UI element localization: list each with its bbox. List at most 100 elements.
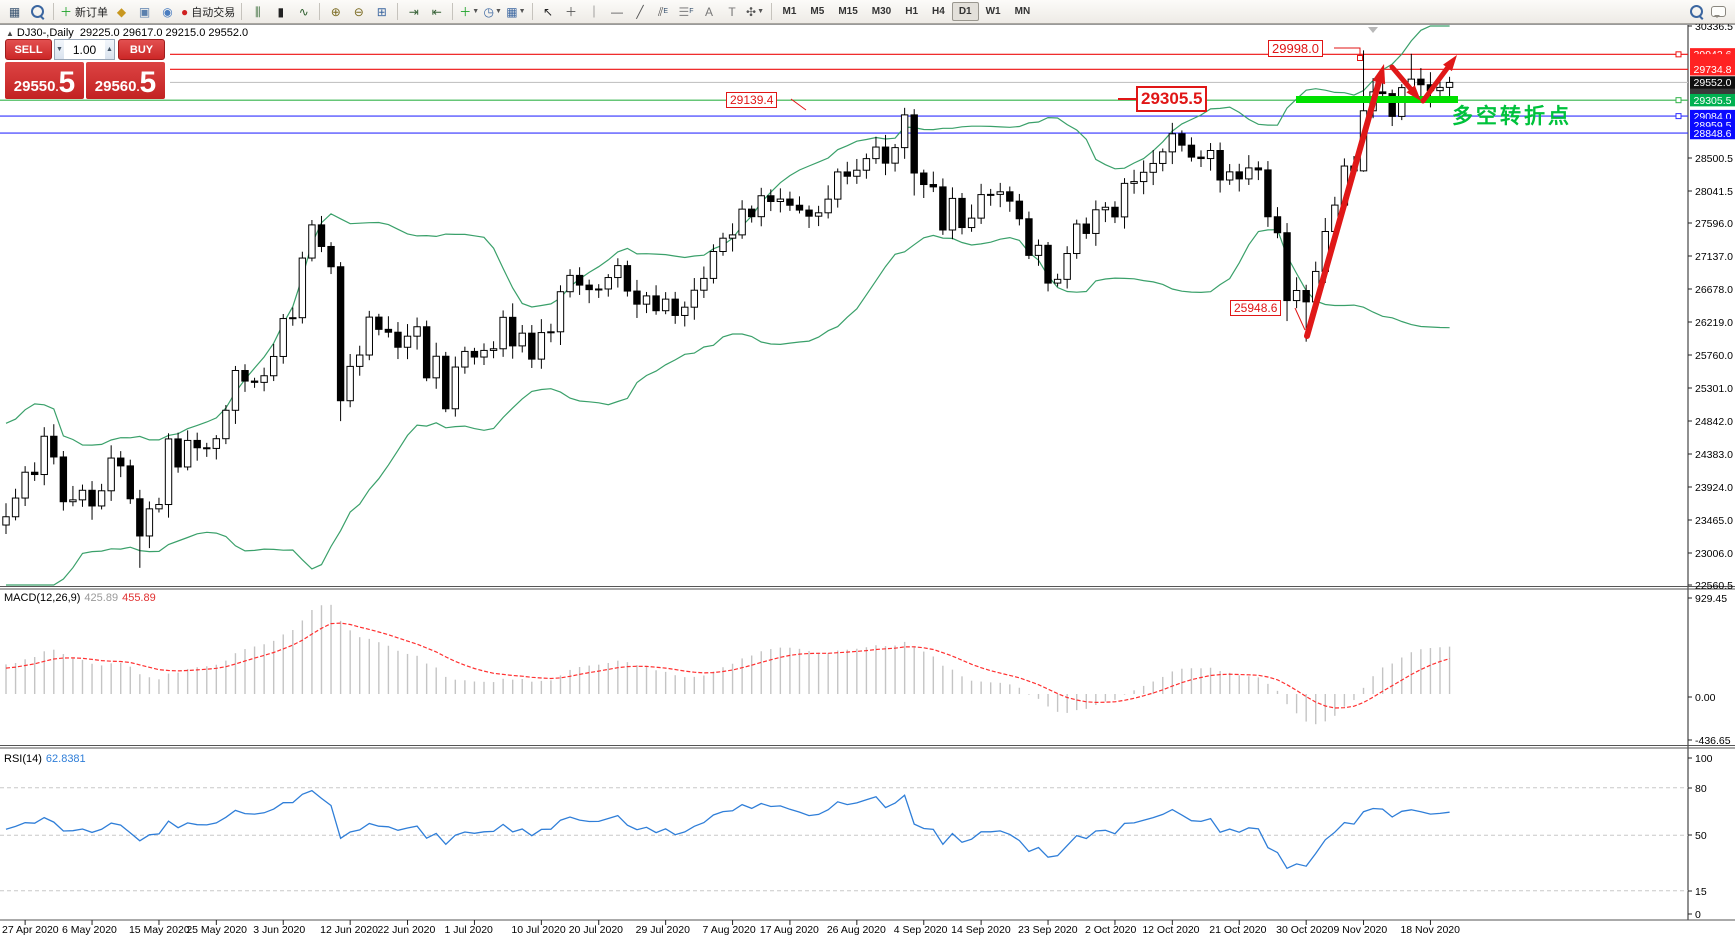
date-axis-tick: 30 Oct 2020 [1276, 924, 1333, 936]
price-badge-29734.8: 29734.8 [1694, 64, 1732, 76]
print-preview-icon[interactable] [26, 2, 49, 22]
sell-button[interactable]: SELL [5, 39, 52, 60]
zoom-in-icon[interactable]: ⊕ [330, 4, 341, 19]
trendline-icon[interactable]: ╱ [636, 4, 644, 19]
buy-button[interactable]: BUY [118, 39, 165, 60]
timeframe-h1[interactable]: H1 [905, 6, 919, 17]
text-icon[interactable]: A [704, 4, 713, 19]
symbol-collapse-icon[interactable]: ▲ [6, 29, 14, 38]
add-indicator-icon[interactable]: ＋ ▼ [459, 4, 480, 19]
crosshair-icon[interactable]: ＋ [564, 4, 577, 19]
signal-icon[interactable]: ◉ [162, 4, 173, 19]
horizontal-line-icon[interactable]: — [611, 4, 623, 19]
volume-decrease-icon[interactable]: ▼ [55, 40, 65, 59]
buy-price-big-digit: 5 [139, 66, 157, 99]
annotation-level-29139: 29139.4 [726, 92, 778, 108]
date-axis-tick: 26 Aug 2020 [827, 924, 886, 936]
date-axis-tick: 2 Oct 2020 [1085, 924, 1137, 936]
paint-bucket-icon[interactable]: ◆ [116, 4, 127, 19]
ohlc-values: 29225.0 29617.0 29215.0 29552.0 [79, 27, 249, 39]
price-axis-tick: 28500.5 [1695, 153, 1733, 165]
rsi-axis-tick: 0 [1695, 909, 1701, 921]
date-axis-tick: 27 Apr 2020 [2, 924, 59, 936]
toolbar-separator [53, 3, 54, 20]
rsi-value: 62.8381 [45, 753, 86, 765]
autotrading-button[interactable]: ● 自动交易 [181, 4, 236, 19]
date-axis-tick: 7 Aug 2020 [703, 924, 756, 936]
timeframe-m5[interactable]: M5 [810, 6, 825, 17]
price-axis-tick: 23006.0 [1695, 548, 1733, 560]
rsi-axis-tick: 100 [1695, 753, 1713, 765]
auto-scroll-icon[interactable]: ⇥ [408, 4, 419, 19]
line-chart-type-icon[interactable]: ∿ [298, 4, 309, 19]
fibonacci-icon[interactable]: ☰ F [678, 4, 694, 19]
timeframe-d1[interactable]: D1 [951, 2, 979, 21]
vertical-line-icon[interactable]: ｜ [587, 4, 600, 19]
price-axis-tick: 27137.0 [1695, 251, 1733, 263]
equidistant-channel-icon[interactable]: ⫽ E [657, 4, 669, 19]
price-badge-29552.0: 29552.0 [1694, 77, 1732, 89]
date-axis-tick: 12 Oct 2020 [1142, 924, 1199, 936]
price-axis-tick: 26219.0 [1695, 317, 1733, 329]
bar-chart-type-icon[interactable]: ⫼ [255, 4, 261, 19]
text-label-icon[interactable]: T [728, 4, 736, 19]
cursor-icon[interactable]: ↖ [542, 4, 554, 19]
toolbar-separator [452, 3, 454, 20]
timeframe-m15[interactable]: M15 [838, 6, 858, 17]
date-axis-tick: 29 Jul 2020 [636, 924, 690, 936]
price-axis-tick: 23924.0 [1695, 482, 1733, 494]
date-axis-tick: 22 Jun 2020 [378, 924, 436, 936]
template-icon[interactable]: ▦ ▼ [506, 4, 526, 19]
main-toolbar: ▦ ＋新订单 ◆ ▣ ◉ ● 自动交易 ⫼ ▮ ∿ ⊕ ⊖ ⊞ ⇥ ⇤ ＋ ▼ ◷ ▼ ▦ ▼ ↖ ＋ ｜ — ╱ ⫽ E ☰ F A T ✣ ▼… [0, 0, 1735, 24]
date-axis-tick: 14 Sep 2020 [951, 924, 1011, 936]
sell-price-dot: . [55, 82, 59, 94]
date-axis-tick: 9 Nov 2020 [1334, 924, 1388, 936]
price-axis-tick: 26678.0 [1695, 284, 1733, 296]
timeframe-h4[interactable]: H4 [932, 6, 945, 17]
zoom-out-icon[interactable]: ⊖ [353, 4, 364, 19]
timeframe-w1[interactable]: W1 [985, 6, 1001, 17]
toolbar-separator [319, 3, 321, 20]
date-axis-tick: 20 Jul 2020 [569, 924, 623, 936]
macd-name: MACD(12,26,9) [4, 592, 81, 604]
timeframe-m30[interactable]: M30 [871, 6, 892, 17]
toolbar-separator [397, 3, 399, 20]
volume-increase-icon[interactable]: ▲ [104, 40, 115, 59]
sell-price-main: 29550 [13, 78, 56, 95]
sell-price-big-digit: 5 [58, 66, 76, 99]
new-chart-icon[interactable]: ▦ [8, 4, 21, 19]
price-axis-tick: 25760.0 [1695, 350, 1733, 362]
date-axis-tick: 3 Jun 2020 [253, 924, 305, 936]
macd-signal-value: 455.89 [122, 592, 156, 604]
macd-axis-tick: -436.65 [1695, 735, 1731, 747]
price-axis-tick: 27596.0 [1695, 218, 1733, 230]
chart-title: ▲ DJ30-,Daily 29225.0 29617.0 29215.0 295… [6, 27, 248, 39]
rsi-axis-tick: 80 [1695, 783, 1707, 795]
one-click-trade-panel: SELL ▼ ▲ BUY 29550.5 29560.5 [5, 39, 165, 99]
arrows-icon[interactable]: ✣ ▼ [746, 4, 764, 19]
annotation-high-29998: 29998.0 [1268, 40, 1323, 57]
chart-shift-icon[interactable]: ⇤ [431, 4, 442, 19]
sell-price[interactable]: 29550. 5 [5, 62, 84, 99]
chat-icon[interactable] [1711, 6, 1726, 18]
annotation-support-29305: 29305.5 [1136, 86, 1208, 112]
price-axis-tick: 28041.5 [1695, 186, 1733, 198]
date-axis-tick: 23 Sep 2020 [1018, 924, 1078, 936]
volume-input[interactable] [64, 40, 105, 59]
date-axis-tick: 17 Aug 2020 [760, 924, 819, 936]
volume-stepper[interactable]: ▼ ▲ [54, 39, 115, 60]
period-icon[interactable]: ◷ ▼ [483, 4, 502, 19]
timeframe-mn[interactable]: MN [1014, 6, 1031, 17]
expert-advisor-icon[interactable]: ▣ [138, 4, 151, 19]
price-axis-tick: 25301.0 [1695, 383, 1733, 395]
new-order-button[interactable]: ＋新订单 [60, 4, 109, 19]
timeframe-m1[interactable]: M1 [782, 6, 797, 17]
price-axis-tick: 24842.0 [1695, 416, 1733, 428]
tile-windows-icon[interactable]: ⊞ [376, 4, 387, 19]
rsi-axis-tick: 15 [1695, 886, 1707, 898]
buy-price[interactable]: 29560. 5 [86, 62, 165, 99]
search-icon[interactable] [1690, 5, 1703, 18]
rsi-axis-tick: 50 [1695, 830, 1707, 842]
candlestick-type-icon[interactable]: ▮ [277, 4, 285, 19]
